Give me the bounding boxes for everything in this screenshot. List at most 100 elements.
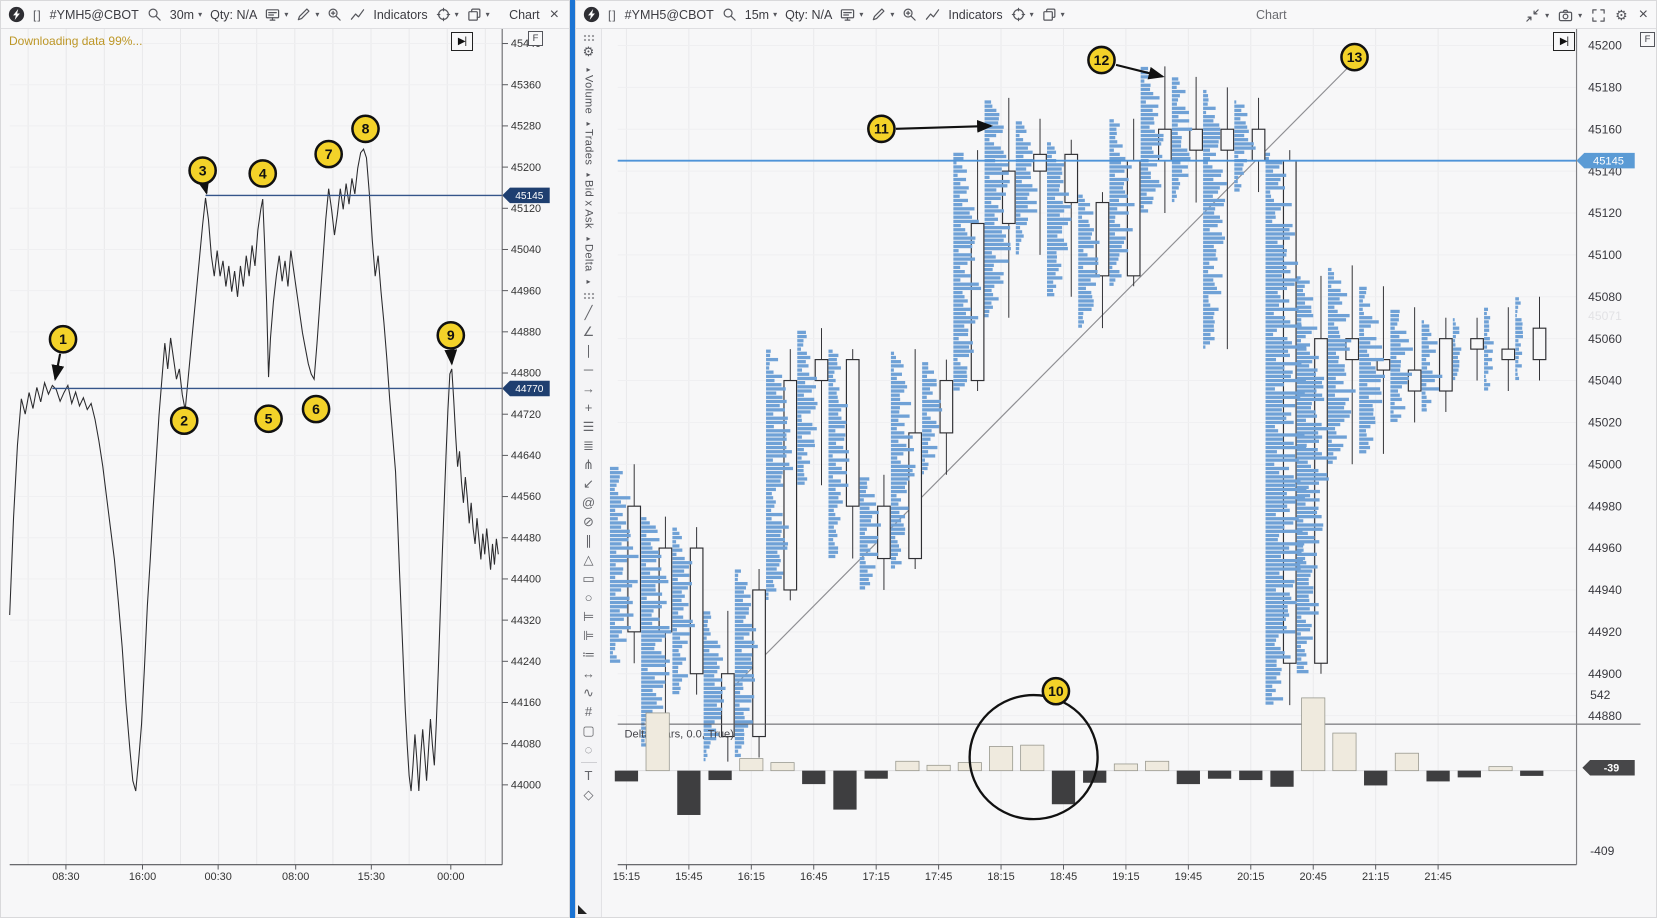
settings-gear-icon[interactable]: ⚙ [1615, 7, 1628, 23]
annotation-marker-5[interactable]: 5 [254, 404, 283, 434]
close-icon[interactable]: × [549, 5, 559, 23]
restore-window-icon[interactable] [1525, 8, 1540, 23]
close-icon[interactable]: × [1638, 6, 1648, 23]
resize-corner[interactable] [578, 905, 587, 914]
group-expand-icon[interactable]: ▸ [586, 276, 591, 286]
annotation-marker-7[interactable]: 7 [314, 139, 344, 169]
delta-indicator-title[interactable]: Delta (Bars, 0.0, True) [624, 729, 734, 741]
annotation-marker-2[interactable]: 2 [169, 406, 199, 436]
group-expand-icon[interactable]: ▸ [586, 170, 591, 180]
magnet-tool-icon[interactable]: @ [581, 494, 596, 510]
zoom-in-icon[interactable] [902, 7, 917, 22]
display-mode-icon[interactable] [840, 7, 855, 22]
pitchfork-tool-icon[interactable]: ⋔ [583, 456, 594, 472]
annotation-marker-12[interactable]: 12 [1087, 45, 1165, 80]
qty-label[interactable]: Qty: N/A [785, 7, 833, 22]
jump-to-latest-button[interactable]: ▶| [451, 32, 473, 51]
eraser-tool-icon[interactable]: ⊘ [583, 513, 594, 529]
chevron-down-icon[interactable]: ▾ [454, 10, 459, 19]
chevron-down-icon[interactable]: ▾ [1060, 10, 1065, 19]
cluster-group-bid-x-ask[interactable]: Bid x Ask [582, 180, 595, 230]
display-mode-icon[interactable] [265, 7, 280, 22]
grid-tool-icon[interactable]: # [584, 703, 593, 719]
horizontal-line-tool-icon[interactable]: ─ [583, 361, 594, 377]
search-icon[interactable] [147, 7, 162, 22]
composite-profile-tool-icon[interactable]: ≔ [582, 646, 595, 662]
group-expand-icon[interactable]: ▸ [586, 234, 591, 244]
crosshair-icon[interactable] [436, 7, 451, 22]
crosshair-icon[interactable] [1011, 7, 1026, 22]
dotted-circle-tool-icon[interactable]: ◌ [584, 741, 593, 757]
horizontal-lines-tool-icon[interactable]: ☰ [582, 418, 595, 434]
jump-to-latest-button[interactable]: ▶| [1553, 32, 1575, 51]
chevron-down-icon[interactable]: ▾ [1578, 10, 1583, 20]
chevron-down-icon[interactable]: ▾ [859, 10, 864, 19]
right-chart-canvas[interactable]: Delta (Bars, 0.0, True) 15:15 15:45 16:15 16… [576, 29, 1657, 918]
annotation-marker-13[interactable]: 13 [1340, 42, 1369, 72]
drag-handle-icon[interactable] [582, 34, 595, 41]
price-axis-settings-button[interactable]: F [1640, 32, 1655, 47]
annotation-marker-8[interactable]: 8 [351, 114, 380, 144]
triangle-tool-icon[interactable]: △ [583, 551, 594, 567]
chevron-down-icon[interactable]: ▾ [1029, 10, 1034, 19]
chevron-down-icon[interactable]: ▾ [485, 10, 490, 19]
cluster-group-volume[interactable]: Volume [582, 75, 595, 115]
chevron-down-icon[interactable]: ▾ [315, 10, 320, 19]
qty-label[interactable]: Qty: N/A [210, 7, 258, 22]
market-profile-tool-icon[interactable]: ⊫ [582, 627, 595, 643]
annotation-marker-3[interactable]: 3 [188, 156, 217, 195]
cluster-settings-gear-icon[interactable]: ⚙ [582, 44, 595, 59]
hatch-tool-icon[interactable]: ∥ [585, 532, 592, 548]
indicators-label[interactable]: Indicators [948, 7, 1003, 22]
indicators-icon[interactable] [350, 7, 365, 22]
angle-tool-icon[interactable]: ∠ [582, 323, 595, 339]
link-group-icon[interactable]: [] [608, 7, 617, 22]
layout-icon[interactable] [1042, 7, 1057, 22]
trend-line-tool-icon[interactable]: ╱ [584, 304, 593, 320]
cross-line-tool-icon[interactable]: + [584, 399, 593, 415]
annotation-marker-1[interactable]: 1 [48, 324, 78, 382]
arrow-tool-icon[interactable]: → [582, 380, 595, 396]
ellipse-tool-icon[interactable]: ○ [584, 589, 593, 605]
draw-icon[interactable] [871, 7, 886, 22]
symbol-label[interactable]: #YMH5@CBOT [49, 7, 139, 22]
price-label-tool-icon[interactable]: ◇ [583, 786, 594, 802]
annotation-marker-6[interactable]: 6 [301, 394, 331, 424]
chevron-down-icon[interactable]: ▾ [890, 10, 895, 19]
cluster-group-trades[interactable]: Trades [582, 129, 595, 166]
draw-icon[interactable] [296, 7, 311, 22]
annotation-marker-10[interactable]: 10 [1041, 676, 1071, 706]
vwap-tool-icon[interactable]: ↔ [582, 665, 595, 681]
camera-icon[interactable] [1558, 8, 1573, 23]
indicators-icon[interactable] [925, 7, 940, 22]
chevron-down-icon[interactable]: ▾ [198, 10, 203, 19]
text-tool-icon[interactable]: T [584, 767, 593, 783]
vertical-line-tool-icon[interactable]: ∣ [585, 342, 592, 358]
parallel-channel-tool-icon[interactable]: ≣ [583, 437, 594, 453]
timeframe-selector[interactable]: 30m [169, 7, 195, 22]
rectangle-tool-icon[interactable]: ▭ [582, 570, 595, 586]
symbol-label[interactable]: #YMH5@CBOT [624, 7, 714, 22]
link-group-icon[interactable]: [] [33, 7, 42, 22]
search-icon[interactable] [722, 7, 737, 22]
annotation-ellipse[interactable] [968, 693, 1099, 821]
trend-line[interactable] [727, 59, 1356, 693]
timeframe-selector[interactable]: 15m [744, 7, 770, 22]
annotation-marker-9[interactable]: 9 [436, 321, 466, 366]
chevron-down-icon[interactable]: ▾ [773, 10, 778, 19]
chevron-down-icon[interactable]: ▾ [284, 10, 289, 19]
dotted-rectangle-tool-icon[interactable]: ▢ [582, 722, 595, 738]
corner-arrow-tool-icon[interactable]: ↙ [583, 475, 594, 491]
panel-divider[interactable] [570, 0, 575, 918]
drag-handle-icon[interactable] [582, 291, 595, 299]
indicators-label[interactable]: Indicators [373, 7, 428, 22]
left-chart-canvas[interactable]: 4514544770454404536045280452004512045040… [1, 29, 571, 918]
annotation-marker-11[interactable]: 11 [867, 114, 994, 144]
group-expand-icon[interactable]: ▸ [586, 119, 591, 129]
group-expand-icon[interactable]: ▸ [586, 65, 591, 74]
layout-icon[interactable] [467, 7, 482, 22]
chevron-down-icon[interactable]: ▾ [1545, 10, 1550, 20]
zigzag-tool-icon[interactable]: ∿ [583, 684, 594, 700]
volume-profile-tool-icon[interactable]: ⊨ [582, 608, 595, 624]
cluster-group-delta[interactable]: Delta [582, 244, 595, 272]
